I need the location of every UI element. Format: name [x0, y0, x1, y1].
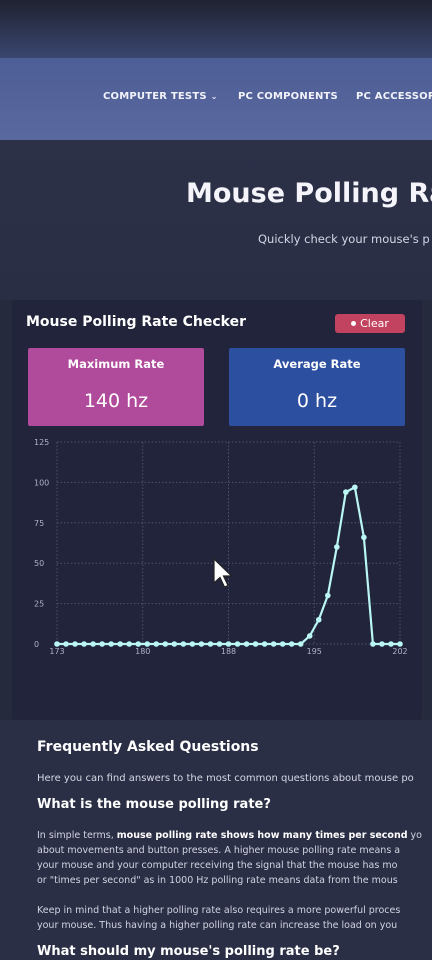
data-point	[279, 641, 286, 647]
hero-section: Mouse Polling Rat Quickly check your mou…	[0, 140, 432, 300]
page-subtitle: Quickly check your mouse's p	[258, 232, 430, 246]
data-point	[180, 641, 187, 647]
answer-line: your mouse. Thus having a higher polling…	[37, 920, 398, 931]
nav-pc-components[interactable]: PC COMPONENTS	[238, 91, 338, 102]
answer-line: or "times per second" as in 1000 Hz poll…	[37, 875, 398, 886]
x-tick-label: 180	[135, 647, 150, 656]
faq-question-polling-rate: What is the mouse polling rate?	[37, 797, 271, 812]
mouse-cursor-icon	[213, 558, 233, 588]
maximum-rate-value: 140 hz	[83, 390, 149, 412]
data-point	[234, 641, 241, 647]
polling-rate-chart[interactable]: 0 25 50 75 100 125 173 180 188 195 202	[12, 432, 422, 664]
y-tick-label: 50	[34, 559, 44, 568]
x-tick-label: 173	[49, 647, 64, 656]
faq-answer-paragraph-2: Keep in mind that a higher polling rate …	[37, 903, 400, 933]
faq-question-what-should: What should my mouse's polling rate be?	[37, 944, 340, 959]
checker-title: Mouse Polling Rate Checker	[26, 314, 247, 330]
answer-line: Keep in mind that a higher polling rate …	[37, 905, 401, 916]
data-point	[297, 641, 304, 647]
clear-button[interactable]: Clear	[335, 314, 405, 333]
data-point	[343, 489, 349, 495]
data-point	[379, 641, 385, 647]
answer-line: In simple terms, mouse polling rate show…	[37, 830, 422, 841]
data-point	[189, 641, 196, 647]
data-point	[288, 641, 295, 647]
y-tick-label: 75	[34, 519, 44, 528]
data-point	[135, 641, 142, 647]
data-point	[216, 641, 223, 647]
data-point	[315, 616, 322, 623]
data-point	[153, 641, 160, 647]
data-point	[126, 641, 133, 647]
data-point	[117, 641, 123, 647]
top-navigation: COMPUTER TESTS ⌄ PC COMPONENTS PC ACCESSO…	[0, 58, 432, 140]
data-point	[81, 641, 87, 647]
faq-answer-paragraph: In simple terms, mouse polling rate show…	[37, 828, 422, 888]
data-point	[54, 641, 60, 647]
data-point	[243, 641, 250, 647]
data-point	[361, 534, 367, 541]
data-point	[99, 641, 105, 647]
data-point	[207, 641, 214, 647]
page-title: Mouse Polling Rat	[186, 178, 432, 209]
data-point	[144, 641, 151, 647]
data-point	[270, 641, 277, 647]
data-point	[388, 641, 394, 647]
faq-section: Frequently Asked Questions Here you can …	[0, 720, 432, 960]
data-point	[306, 633, 313, 639]
clear-button-label: Clear	[360, 317, 389, 330]
nav-pc-accessories[interactable]: PC ACCESSOR	[356, 91, 432, 102]
average-rate-label: Average Rate	[273, 357, 361, 371]
browser-top-shade	[0, 0, 432, 58]
data-point	[72, 641, 78, 647]
x-tick-label: 188	[221, 647, 236, 656]
average-rate-value: 0 hz	[296, 390, 338, 412]
y-tick-label: 100	[34, 478, 49, 487]
y-tick-label: 125	[34, 438, 49, 447]
data-point	[261, 641, 268, 647]
average-rate-box: Average Rate 0 hz	[229, 348, 405, 426]
x-tick-label: 202	[392, 647, 407, 656]
x-tick-label: 195	[307, 647, 322, 656]
data-point	[334, 544, 340, 550]
data-point	[352, 484, 358, 491]
nav-computer-tests[interactable]: COMPUTER TESTS ⌄	[103, 91, 218, 102]
data-point	[63, 641, 69, 647]
chevron-down-icon: ⌄	[210, 92, 218, 101]
answer-line: your mouse and your computer receiving t…	[37, 860, 398, 871]
answer-line: about movements and button presses. A hi…	[37, 845, 401, 856]
data-point	[370, 641, 376, 647]
polling-rate-checker: Mouse Polling Rate Checker Clear Maximum…	[12, 300, 422, 720]
data-point	[108, 641, 114, 647]
data-point	[225, 641, 232, 647]
data-point	[171, 641, 178, 647]
data-point	[252, 641, 259, 647]
dot-icon	[351, 321, 357, 326]
maximum-rate-label: Maximum Rate	[67, 357, 165, 371]
y-tick-label: 0	[34, 640, 39, 649]
data-point	[198, 641, 205, 647]
faq-title: Frequently Asked Questions	[37, 739, 259, 755]
data-point	[162, 641, 169, 647]
data-point	[324, 592, 331, 599]
faq-intro: Here you can find answers to the most co…	[37, 773, 414, 784]
y-tick-label: 25	[34, 600, 44, 609]
data-point	[397, 641, 403, 647]
maximum-rate-box: Maximum Rate 140 hz	[28, 348, 204, 426]
data-point	[90, 641, 96, 647]
